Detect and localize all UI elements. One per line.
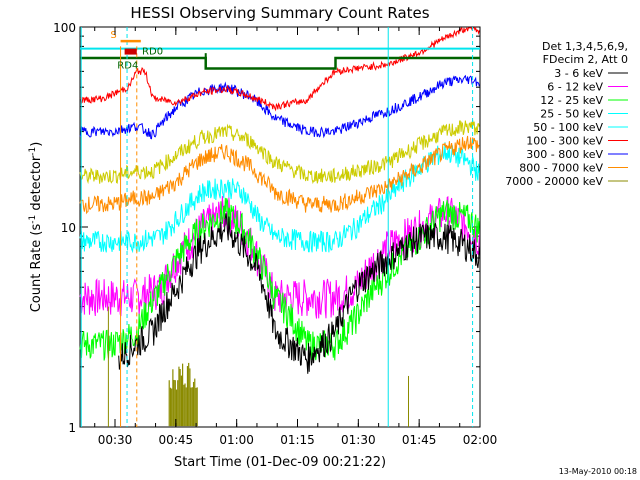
legend-label: 7000 - 20000 keV bbox=[505, 175, 603, 188]
rd4-patch bbox=[124, 48, 137, 55]
legend-label: 100 - 300 keV bbox=[526, 135, 603, 148]
legend-header-line: FDecim 2, Att 0 bbox=[543, 53, 628, 66]
chart-title: HESSI Observing Summary Count Rates bbox=[130, 4, 429, 22]
series-line bbox=[79, 135, 480, 215]
footer-timestamp: 13-May-2010 00:18 bbox=[559, 467, 637, 476]
series-3-6 bbox=[118, 213, 480, 374]
y-tick-label: 10 bbox=[61, 221, 76, 235]
x-tick-label: 01:30 bbox=[341, 433, 376, 447]
legend-label: 50 - 100 keV bbox=[533, 121, 603, 134]
series-line bbox=[79, 120, 480, 185]
x-tick-label: 00:45 bbox=[159, 433, 194, 447]
series-800-7000 bbox=[79, 135, 480, 215]
x-tick-label: 01:15 bbox=[280, 433, 315, 447]
x-ticks: 00:30 00:45 01:00 01:15 01:30 01:45 02:00 bbox=[94, 27, 498, 447]
legend-label: 300 - 800 keV bbox=[526, 148, 603, 161]
annotation-s: S bbox=[110, 30, 116, 41]
annotation-rd4: RD4 bbox=[117, 61, 138, 72]
series-yellow bbox=[79, 120, 480, 185]
saa-markers bbox=[120, 39, 141, 427]
y-tick-label: 1 bbox=[68, 421, 76, 435]
plot-layer: S RD0 RD4 bbox=[79, 26, 480, 428]
flag-line bbox=[80, 56, 480, 70]
x-tick-label: 01:00 bbox=[219, 433, 254, 447]
legend-label: 6 - 12 keV bbox=[547, 81, 603, 94]
series-line bbox=[118, 213, 480, 374]
series-25-50 bbox=[79, 142, 480, 254]
x-axis-label: Start Time (01-Dec-09 00:21:22) bbox=[174, 455, 386, 470]
series-7000-20000 bbox=[107, 306, 410, 427]
legend-label: 3 - 6 keV bbox=[554, 67, 603, 80]
series-6-12 bbox=[79, 195, 480, 319]
rd0-flag bbox=[80, 53, 480, 70]
legend-header-line: Det 1,3,4,5,6,9, bbox=[542, 40, 628, 53]
series-line bbox=[79, 142, 480, 254]
annotation-rd0: RD0 bbox=[142, 46, 163, 57]
series-line bbox=[79, 195, 480, 319]
x-tick-label: 02:00 bbox=[463, 433, 498, 447]
legend-label: 800 - 7000 keV bbox=[519, 162, 603, 175]
cyan-markers bbox=[80, 27, 480, 427]
series-line bbox=[79, 74, 480, 140]
y-axis-label: Count Rate (s-1 detector-1) bbox=[28, 142, 44, 313]
y-tick-label: 100 bbox=[53, 21, 76, 35]
legend-label: 25 - 50 keV bbox=[540, 108, 603, 121]
legend: Det 1,3,4,5,6,9, FDecim 2, Att 0 3 - 6 k… bbox=[505, 40, 628, 188]
x-tick-label: 01:45 bbox=[402, 433, 437, 447]
x-tick-label: 00:30 bbox=[98, 433, 133, 447]
series-300-800 bbox=[79, 74, 480, 140]
legend-label: 12 - 25 keV bbox=[540, 94, 603, 107]
